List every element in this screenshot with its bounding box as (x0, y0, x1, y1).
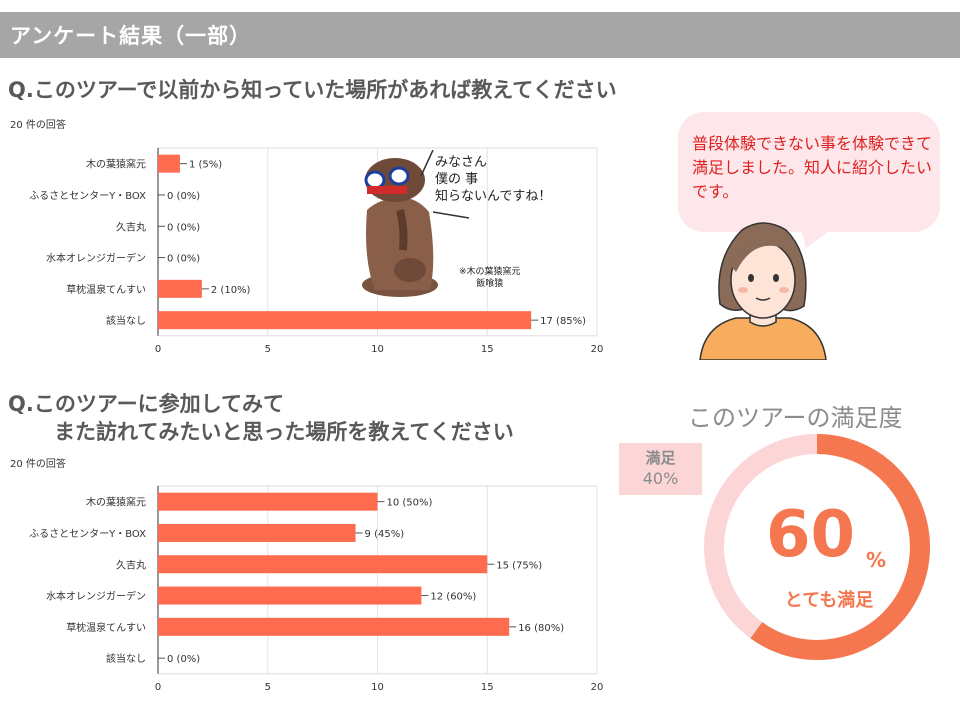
satisfaction-donut-chart (704, 434, 930, 660)
q1-data-label: 0 (0%) (167, 222, 200, 233)
very-satisfied-value: 60 (766, 498, 856, 572)
speech-pointer-lines (420, 150, 470, 219)
page-title: アンケート結果（一部） (10, 24, 252, 48)
q1-data-label: 17 (85%) (540, 316, 586, 327)
q2-data-label: 15 (75%) (496, 560, 542, 571)
q1-tick-label: 5 (265, 344, 271, 355)
question-1-response-count: 20 件の回答 (10, 120, 66, 131)
q2-data-label: 10 (50%) (387, 498, 433, 509)
satisfied-label-box: 満足 40% (619, 443, 702, 495)
q1-category-label: 草枕温泉てんすい (66, 283, 146, 296)
q1-category-label: 木の葉猿窯元 (86, 158, 146, 171)
comment-bubble-tail (800, 226, 836, 248)
q2-bar (158, 555, 488, 574)
donut-segment-very-satisfied (704, 434, 930, 660)
satisfied-label: 満足 (645, 449, 676, 467)
q2-bar (158, 586, 422, 605)
q1-bar (158, 279, 202, 298)
question-2-title-line1: Q.このツアーに参加してみて (8, 392, 284, 416)
q1-tick-label: 20 (591, 344, 604, 355)
question-1-title: Q.このツアーで以前から知っていた場所があれば教えてください (8, 78, 617, 102)
q1-category-label: ふるさとセンターY・BOX (29, 190, 146, 202)
comment-bubble (678, 112, 940, 232)
q1-data-label: 2 (10%) (211, 285, 251, 296)
monkey-caption: ※木の葉猿窯元 飯喰猿 (459, 267, 521, 289)
q1-bar (158, 311, 532, 330)
q2-data-label: 0 (0%) (167, 654, 200, 665)
q2-bar (158, 523, 356, 542)
q2-tick-label: 5 (265, 682, 271, 693)
q2-data-label: 12 (60%) (430, 592, 476, 603)
q1-bar (158, 154, 180, 173)
q2-data-label: 9 (45%) (365, 529, 405, 540)
q1-data-label: 0 (0%) (167, 191, 200, 202)
q2-category-label: 水本オレンジガーデン (46, 590, 146, 603)
q2-tick-label: 0 (155, 682, 161, 693)
question-2-title-line2: また訪れてみたいと思った場所を教えてください (54, 420, 514, 444)
monkey-speech-text: みなさん 僕の 事 知らないんですね！ (435, 155, 552, 204)
q1-data-label: 0 (0%) (167, 254, 200, 265)
very-satisfied-unit: % (866, 548, 887, 572)
q2-bar (158, 617, 510, 636)
monkey-figurine-icon (362, 158, 438, 297)
q2-bar (158, 492, 378, 511)
very-satisfied-label: とても満足 (784, 590, 874, 611)
q1-category-label: 水本オレンジガーデン (46, 252, 146, 265)
satisfaction-title: このツアーの満足度 (688, 404, 903, 432)
comment-text: 普段体験できない事を体験できて満足しました。知人に紹介したいです。 (692, 134, 933, 201)
q1-tick-label: 15 (481, 344, 494, 355)
q1-tick-label: 0 (155, 344, 161, 355)
q2-tick-label: 10 (371, 682, 384, 693)
q1-tick-label: 10 (371, 344, 384, 355)
question-2-response-count: 20 件の回答 (10, 459, 66, 470)
q2-tick-label: 15 (481, 682, 494, 693)
header-bar: アンケート結果（一部） (0, 12, 960, 58)
q2-tick-label: 20 (591, 682, 604, 693)
q2-category-label: 木の葉猿窯元 (86, 496, 146, 509)
q2-category-label: 草枕温泉てんすい (66, 621, 146, 634)
question-2-bar-chart: 0 5 10 15 20 木の葉猿窯元 10 (50%) ふるさとセンターY・BOX 9 (45… (29, 485, 604, 693)
satisfied-percent: 40% (642, 469, 679, 488)
q2-category-label: ふるさとセンターY・BOX (29, 528, 146, 540)
q2-category-label: 該当なし (106, 652, 146, 665)
q1-category-label: 該当なし (106, 314, 146, 327)
q2-category-label: 久吉丸 (116, 558, 146, 571)
q2-data-label: 16 (80%) (518, 623, 564, 634)
woman-avatar-icon (699, 222, 827, 360)
q1-data-label: 1 (5%) (189, 160, 222, 171)
q1-category-label: 久吉丸 (116, 220, 146, 233)
